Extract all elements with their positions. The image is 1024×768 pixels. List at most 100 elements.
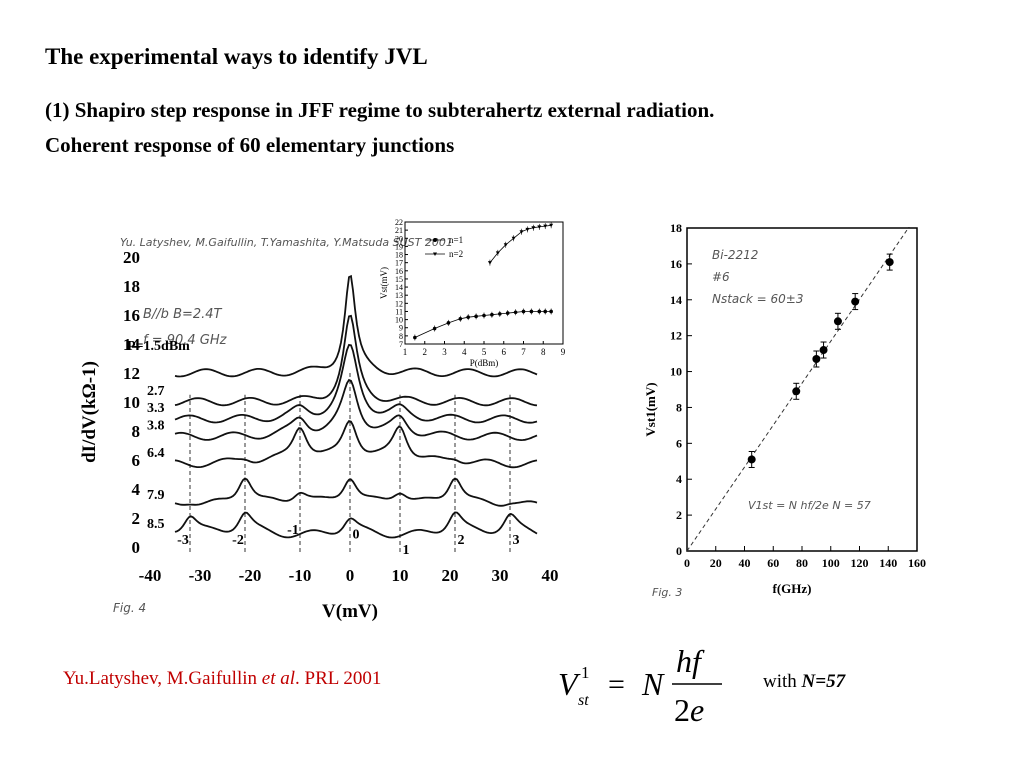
power-label: 2.7 xyxy=(147,384,165,399)
didv-curve xyxy=(174,419,538,469)
y-tick-label: 14 xyxy=(123,335,141,354)
y-tick-label: 18 xyxy=(395,251,403,260)
didv-curve xyxy=(174,378,538,442)
didv-curve xyxy=(174,477,538,507)
x-tick-label: 0 xyxy=(346,566,355,585)
data-point xyxy=(531,226,536,230)
svg-text:N: N xyxy=(641,666,665,702)
step-label: -3 xyxy=(177,533,189,548)
y-tick-label: 18 xyxy=(670,221,682,235)
svg-text:1: 1 xyxy=(581,663,590,682)
data-point xyxy=(521,309,526,314)
power-label: 6.4 xyxy=(147,446,165,461)
x-tick-label: 9 xyxy=(561,347,566,357)
data-point xyxy=(885,258,894,267)
formula-annotation: V1st = N hf/2e N = 57 xyxy=(748,499,871,512)
didv-curve xyxy=(174,343,538,424)
y-axis-label: Vst(mV) xyxy=(379,267,389,299)
legend-label: n=2 xyxy=(449,249,463,259)
data-point xyxy=(543,224,548,229)
svg-text:hf: hf xyxy=(676,643,705,679)
y-tick-label: 0 xyxy=(676,544,682,558)
x-tick-label: 40 xyxy=(739,556,751,570)
data-point xyxy=(482,313,486,318)
citation-etal: et al xyxy=(261,668,296,689)
data-point xyxy=(747,455,756,464)
svg-text:st: st xyxy=(578,692,589,709)
x-tick-label: 100 xyxy=(822,556,840,570)
didv-curve xyxy=(174,274,538,378)
svg-text:=: = xyxy=(608,668,625,701)
power-label: 7.9 xyxy=(147,488,165,503)
y-tick-label: 2 xyxy=(676,508,682,522)
x-tick-label: 0 xyxy=(684,556,690,570)
x-tick-label: 40 xyxy=(542,566,559,585)
condition-note: f = 90.4 GHz xyxy=(143,333,228,348)
data-point xyxy=(513,310,518,315)
x-tick-label: 30 xyxy=(492,566,509,585)
inset-series-line xyxy=(414,311,552,338)
y-tick-label: 2 xyxy=(132,509,141,528)
citation: Yu.Latyshev, M.Gaifullin et al. PRL 2001 xyxy=(63,668,381,690)
power-label: P=1.5dBm xyxy=(127,339,190,354)
y-tick-label: 4 xyxy=(132,480,141,499)
didv-curve xyxy=(174,511,538,539)
y-tick-label: 20 xyxy=(123,248,140,267)
data-point xyxy=(549,309,553,314)
y-tick-label: 10 xyxy=(123,393,140,412)
y-tick-label: 22 xyxy=(395,218,403,227)
step-label: 3 xyxy=(513,533,520,548)
x-tick-label: 160 xyxy=(908,556,926,570)
x-tick-label: 6 xyxy=(502,347,507,357)
x-tick-label: 60 xyxy=(767,556,779,570)
y-tick-label: 19 xyxy=(395,242,403,251)
x-tick-label: -40 xyxy=(139,566,162,585)
annotation-note: #6 xyxy=(712,270,730,284)
frame-cover xyxy=(688,214,918,227)
data-point xyxy=(474,314,478,319)
legend-marker xyxy=(433,238,437,242)
power-label: 3.8 xyxy=(147,419,165,434)
data-point xyxy=(498,312,502,316)
x-tick-label: -20 xyxy=(239,566,262,585)
subtitle-line-1: (1) Shapiro step response in JFF regime … xyxy=(45,98,715,122)
x-tick-label: 3 xyxy=(442,347,447,357)
y-tick-label: 7 xyxy=(399,340,403,349)
data-point xyxy=(529,309,534,314)
data-point xyxy=(503,243,508,247)
data-point xyxy=(505,311,510,315)
data-point xyxy=(792,387,801,396)
x-tick-label: 20 xyxy=(442,566,459,585)
y-tick-label: 15 xyxy=(395,275,403,284)
x-tick-label: -30 xyxy=(189,566,212,585)
data-point xyxy=(537,225,542,229)
y-tick-label: 16 xyxy=(123,306,140,325)
data-point xyxy=(487,261,492,265)
y-tick-label: 8 xyxy=(132,422,141,441)
data-point xyxy=(432,326,437,331)
formula-vst: V 1 st = N hf 2e xyxy=(558,643,722,728)
x-tick-label: 20 xyxy=(710,556,722,570)
citation-journal: . PRL 2001 xyxy=(295,668,382,689)
data-point xyxy=(525,227,530,232)
y-tick-label: 10 xyxy=(395,316,403,325)
x-tick-label: 8 xyxy=(541,347,546,357)
power-label: 8.5 xyxy=(147,517,165,532)
y-tick-label: 17 xyxy=(395,259,403,268)
data-point xyxy=(446,321,451,325)
y-tick-label: 6 xyxy=(132,451,141,470)
data-point xyxy=(543,309,548,314)
data-point xyxy=(458,316,463,321)
y-tick-label: 11 xyxy=(395,307,403,316)
y-tick-label: 10 xyxy=(670,365,682,379)
y-tick-label: 21 xyxy=(395,226,403,235)
x-tick-label: 140 xyxy=(879,556,897,570)
annotation-note: Bi-2212 xyxy=(712,248,758,262)
y-tick-label: 12 xyxy=(395,299,403,308)
data-point xyxy=(413,335,417,340)
data-point xyxy=(819,346,828,355)
y-tick-label: 4 xyxy=(676,472,682,486)
x-tick-label: 10 xyxy=(392,566,409,585)
